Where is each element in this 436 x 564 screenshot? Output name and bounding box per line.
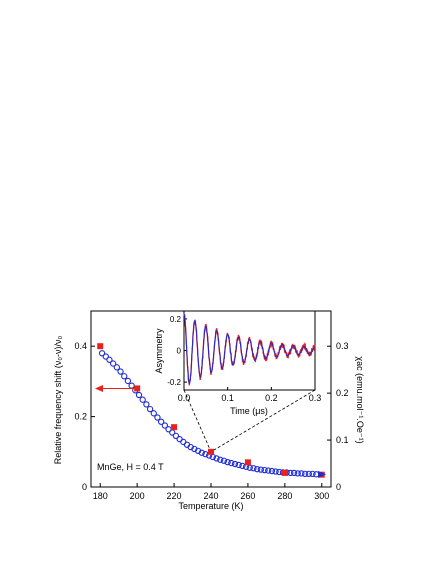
susceptibility-point bbox=[294, 470, 301, 477]
inset-y-tick-label: 0 bbox=[177, 347, 182, 356]
main-y-axis-left: 0 0.2 0.4 bbox=[74, 341, 95, 492]
susceptibility-point bbox=[290, 469, 298, 477]
susceptibility-point bbox=[235, 461, 242, 469]
frequency-shift-point bbox=[134, 385, 141, 392]
x-tick-label: 200 bbox=[130, 491, 145, 501]
x-tick-label: 220 bbox=[167, 491, 182, 501]
x-tick-label: 180 bbox=[93, 491, 108, 501]
susceptibility-point bbox=[158, 418, 165, 425]
left-series-arrowhead bbox=[95, 384, 103, 392]
series-arrows bbox=[95, 384, 326, 478]
susceptibility-point bbox=[298, 470, 305, 477]
susceptibility-point bbox=[302, 470, 309, 478]
susceptibility-point bbox=[254, 466, 261, 473]
main-x-axis: 180 200 220 240 260 280 300 bbox=[93, 483, 329, 501]
right-series-arrowhead bbox=[318, 470, 326, 478]
inset-x-axis: 0.0 0.1 0.2 0.3 bbox=[178, 387, 322, 403]
susceptibility-point bbox=[309, 470, 316, 478]
susceptibility-point bbox=[121, 373, 128, 380]
y-axis-label-right: χac (emu.mol⁻¹.Oe⁻¹) bbox=[355, 356, 365, 443]
zoom-lines bbox=[183, 389, 316, 453]
susceptibility-point bbox=[124, 377, 132, 385]
susceptibility-point bbox=[98, 350, 106, 357]
frequency-shift-point bbox=[171, 424, 178, 431]
y-left-tick-label: 0 bbox=[82, 482, 87, 492]
y-right-tick-label: 0.3 bbox=[336, 341, 349, 351]
y-left-tick-label: 0.4 bbox=[74, 341, 87, 351]
susceptibility-point bbox=[135, 391, 143, 399]
susceptibility-point bbox=[250, 465, 257, 472]
zoom-link-line bbox=[210, 389, 316, 453]
susceptibility-point bbox=[110, 360, 117, 367]
susceptibility-point bbox=[261, 466, 268, 474]
susceptibility-point bbox=[224, 458, 231, 466]
x-tick-label: 260 bbox=[240, 491, 255, 501]
susceptibility-point bbox=[143, 401, 150, 408]
susceptibility-point bbox=[239, 462, 246, 470]
susceptibility-point bbox=[272, 468, 279, 475]
x-tick-label: 300 bbox=[314, 491, 329, 501]
susceptibility-point bbox=[268, 467, 276, 475]
susceptibility-point bbox=[198, 449, 205, 456]
susceptibility-point bbox=[217, 456, 224, 463]
susceptibility-point bbox=[213, 455, 220, 462]
y-right-tick-label: 0.1 bbox=[336, 435, 349, 445]
susceptibility-point bbox=[113, 364, 120, 371]
frequency-shift-point bbox=[281, 469, 288, 476]
zoom-link-line bbox=[183, 389, 212, 452]
susceptibility-point bbox=[128, 382, 135, 389]
susceptibility-point bbox=[150, 410, 157, 417]
sample-annotation: MnGe, H = 0.4 T bbox=[97, 462, 164, 472]
inset-x-axis-label: Time (μs) bbox=[230, 406, 268, 416]
inset-x-tick-label: 0.3 bbox=[309, 393, 322, 403]
inset-y-tick-label: 0.2 bbox=[170, 315, 182, 324]
main-chart: 180 200 220 240 260 280 300 0 0.2 0.4 0 0.1 0.2 0.3… bbox=[53, 310, 365, 511]
x-axis-label: Temperature (K) bbox=[178, 501, 243, 511]
susceptibility-point bbox=[231, 460, 239, 468]
susceptibility-point bbox=[102, 353, 109, 360]
susceptibility-point bbox=[106, 356, 113, 363]
asymmetry-fit-line bbox=[183, 313, 316, 385]
susceptibility-point bbox=[172, 432, 180, 439]
susceptibility-point bbox=[305, 470, 312, 478]
susceptibility-point bbox=[220, 457, 228, 464]
frequency-shift-point bbox=[208, 448, 214, 455]
frequency-shift-point bbox=[97, 343, 104, 350]
frequency-shift-point bbox=[244, 459, 251, 466]
asymmetry-series bbox=[183, 313, 316, 387]
inset-x-tick-label: 0.2 bbox=[265, 393, 278, 403]
main-y-axis-right: 0 0.1 0.2 0.3 bbox=[327, 341, 349, 492]
inset-chart: 0.0 0.1 0.2 0.3 -0.2 0 0.2 Time (μs) Asymmetr… bbox=[154, 310, 322, 416]
inset-x-tick-label: 0.0 bbox=[178, 393, 191, 403]
inset-y-axis-label: Asymmetry bbox=[154, 328, 164, 374]
susceptibility-point bbox=[154, 414, 161, 421]
susceptibility-point bbox=[161, 422, 168, 429]
y-left-tick-label: 0.2 bbox=[74, 412, 87, 422]
susceptibility-point bbox=[228, 459, 235, 467]
susceptibility-point bbox=[117, 368, 124, 375]
x-tick-label: 280 bbox=[277, 491, 292, 501]
susceptibility-point bbox=[146, 405, 154, 413]
susceptibility-point bbox=[139, 396, 146, 403]
y-axis-label-left: Relative frequency shift (ν₀-ν)/ν₀ bbox=[53, 335, 63, 464]
inset-x-tick-label: 0.1 bbox=[221, 393, 234, 403]
y-right-tick-label: 0.2 bbox=[336, 388, 349, 398]
susceptibility-point bbox=[265, 467, 272, 474]
y-right-tick-label: 0 bbox=[336, 482, 341, 492]
inset-y-tick-label: -0.2 bbox=[167, 378, 181, 387]
susceptibility-point bbox=[257, 466, 264, 473]
x-tick-label: 240 bbox=[203, 491, 218, 501]
